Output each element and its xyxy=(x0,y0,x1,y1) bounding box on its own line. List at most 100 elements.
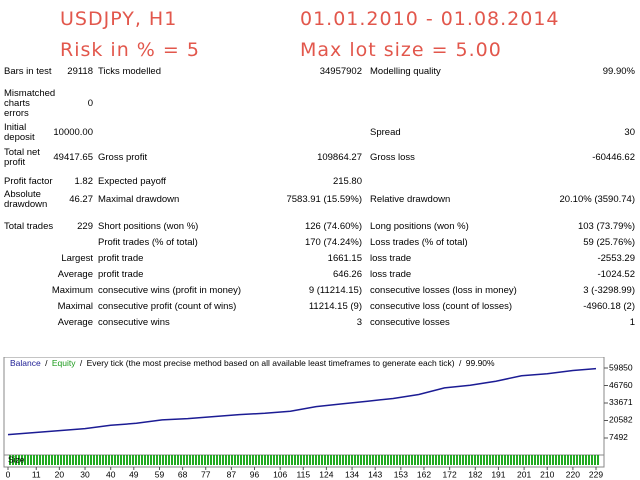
stat-value: 646.26 xyxy=(332,269,362,280)
stat-value: 126 (74.60%) xyxy=(304,221,362,232)
stat-label: loss trade xyxy=(370,253,412,264)
x-tick-label: 162 xyxy=(417,469,431,479)
stat-value: 49417.65 xyxy=(53,152,93,163)
y-tick-label: 46760 xyxy=(609,380,633,390)
size-label: Size xyxy=(8,454,25,464)
x-tick-label: 191 xyxy=(491,469,505,479)
stat-value: -60446.62 xyxy=(592,152,635,163)
legend-quality: 99.90% xyxy=(466,358,495,368)
x-tick-label: 124 xyxy=(319,469,333,479)
legend-balance: Balance xyxy=(10,358,41,368)
x-tick-label: 172 xyxy=(443,469,457,479)
stat-label: Gross profit xyxy=(98,152,148,163)
stat-label: Loss trades (% of total) xyxy=(370,237,468,248)
stat-value: Average xyxy=(57,269,93,280)
chart-frame xyxy=(3,357,605,468)
stat-label: consecutive profit (count of wins) xyxy=(98,301,237,312)
stat-label: Maximal drawdown xyxy=(98,194,180,205)
period: 01.01.2010 - 01.08.2014 xyxy=(300,8,560,30)
x-tick-label: 134 xyxy=(345,469,359,479)
stat-label: Bars in test xyxy=(4,66,52,77)
stat-value: 20.10% (3590.74) xyxy=(559,194,635,205)
stat-value: 46.27 xyxy=(69,194,93,205)
stat-label: Mismatched charts errors xyxy=(4,88,56,119)
stat-value: -2553.29 xyxy=(597,253,635,264)
stat-label: consecutive wins (profit in money) xyxy=(98,285,242,296)
stat-label: consecutive loss (count of losses) xyxy=(370,301,513,312)
stat-value: 10000.00 xyxy=(53,127,93,138)
stat-value: 99.90% xyxy=(602,66,635,77)
stat-label: consecutive losses (loss in money) xyxy=(370,285,517,296)
stat-value: Average xyxy=(57,317,93,328)
stat-value: 30 xyxy=(624,127,635,138)
x-tick-label: 59 xyxy=(155,469,165,479)
x-tick-label: 77 xyxy=(201,469,211,479)
x-tick-label: 220 xyxy=(566,469,580,479)
legend-sep: / xyxy=(45,358,48,368)
legend-equity: Equity xyxy=(52,358,76,368)
x-tick-label: 143 xyxy=(368,469,382,479)
stat-label: Relative drawdown xyxy=(370,194,451,205)
symbol: USDJPY, H1 xyxy=(60,8,178,30)
x-tick-label: 96 xyxy=(250,469,260,479)
x-tick-label: 201 xyxy=(517,469,531,479)
x-tick-label: 229 xyxy=(589,469,603,479)
stat-value: Maximum xyxy=(51,285,93,296)
stat-value: 109864.27 xyxy=(317,152,362,163)
stat-value: -4960.18 (2) xyxy=(583,301,635,312)
stat-value: 7583.91 (15.59%) xyxy=(286,194,362,205)
stat-label: loss trade xyxy=(370,269,412,280)
stat-value: 1661.15 xyxy=(327,253,362,264)
stat-value: 170 (74.24%) xyxy=(304,237,362,248)
legend-sep: / xyxy=(459,358,462,368)
stat-label: Profit factor xyxy=(4,176,53,187)
stat-label: Total trades xyxy=(4,221,54,232)
stat-value: 215.80 xyxy=(332,176,362,187)
stat-label: Initial deposit xyxy=(4,122,35,143)
stat-label: Profit trades (% of total) xyxy=(98,237,198,248)
stat-label: profit trade xyxy=(98,269,144,280)
stat-value: 9 (11214.15) xyxy=(308,285,362,296)
y-tick-label: 59850 xyxy=(609,362,633,372)
stat-label: Modelling quality xyxy=(370,66,441,77)
x-tick-label: 153 xyxy=(394,469,408,479)
x-tick-label: 68 xyxy=(178,469,188,479)
stat-label: consecutive losses xyxy=(370,317,450,328)
stat-value: 0 xyxy=(87,98,93,109)
stat-label: Expected payoff xyxy=(98,176,166,187)
stat-label: Ticks modelled xyxy=(98,66,162,77)
stat-value: 34957902 xyxy=(319,66,362,77)
stat-value: 11214.15 (9) xyxy=(308,301,362,312)
stat-label: Gross loss xyxy=(370,152,415,163)
stat-value: 29118 xyxy=(67,66,93,77)
stat-label: consecutive wins xyxy=(98,317,170,328)
risk: Risk in % = 5 xyxy=(60,39,200,61)
y-tick-label: 7492 xyxy=(609,432,628,442)
x-tick-label: 106 xyxy=(273,469,287,479)
x-tick-label: 87 xyxy=(227,469,237,479)
legend-note: Every tick (the most precise method base… xyxy=(87,358,455,368)
x-tick-label: 20 xyxy=(55,469,65,479)
x-tick-label: 0 xyxy=(6,469,11,479)
x-tick-label: 11 xyxy=(32,469,41,479)
stat-label: Long positions (won %) xyxy=(370,221,469,232)
x-tick-label: 40 xyxy=(106,469,116,479)
stat-value: 3 xyxy=(356,317,362,328)
stat-value: -1024.52 xyxy=(597,269,635,280)
x-tick-label: 30 xyxy=(80,469,90,479)
x-tick-label: 49 xyxy=(129,469,139,479)
stat-label: Spread xyxy=(370,127,401,138)
y-tick-label: 33671 xyxy=(609,397,633,407)
stat-label: profit trade xyxy=(98,253,144,264)
y-tick-label: 20582 xyxy=(609,415,633,425)
stat-label: Short positions (won %) xyxy=(98,221,199,232)
stat-label: Total net profit xyxy=(4,147,40,168)
size-bars xyxy=(8,455,600,467)
stat-value: 3 (-3298.99) xyxy=(583,285,635,296)
stat-value: 59 (25.76%) xyxy=(583,237,635,248)
balance-line xyxy=(7,367,597,436)
x-tick-label: 115 xyxy=(297,469,311,479)
stat-value: 229 xyxy=(77,221,93,232)
x-tick-label: 182 xyxy=(468,469,482,479)
